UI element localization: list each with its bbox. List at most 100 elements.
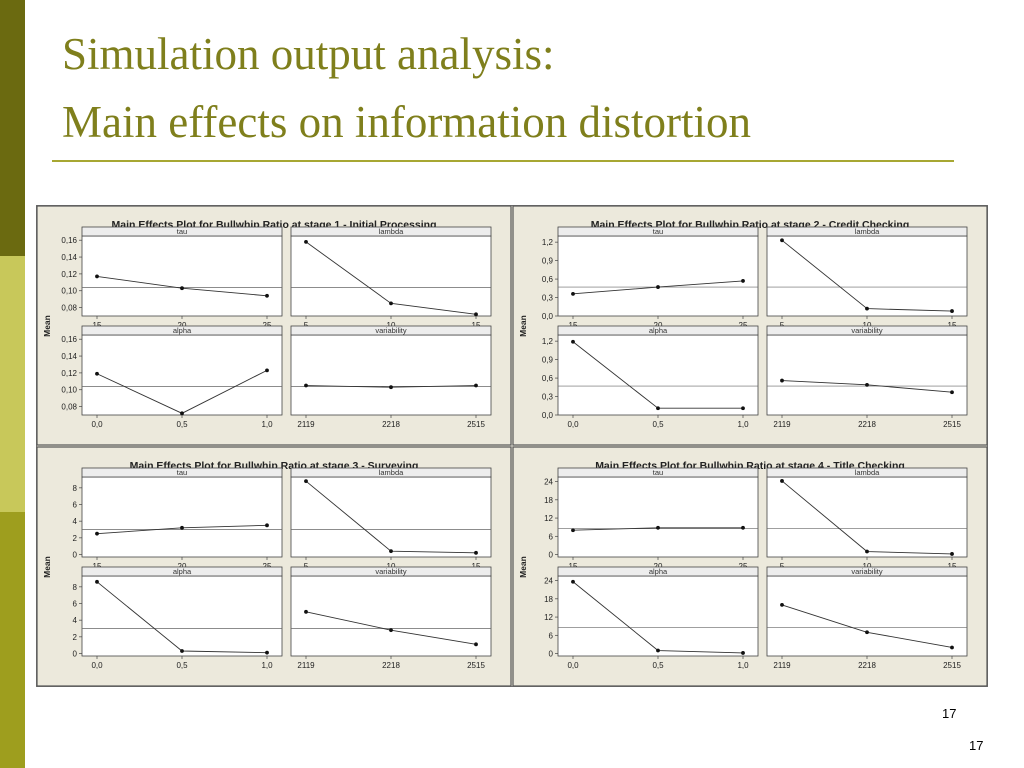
panel-label: tau [177,468,187,477]
x-tick-label: 2119 [773,661,791,670]
y-tick-label: 0 [73,551,78,560]
x-tick-label: 10 [863,321,872,330]
y-axis-label: Mean [42,556,52,578]
data-point [656,648,660,653]
data-point [95,371,99,376]
y-tick-label: 0,12 [61,270,77,279]
chart-4: Main Effects Plot for Bullwhip Ratio at … [512,446,988,687]
panel-lambda: lambda 5 10 15 [766,467,968,571]
x-tick-label: 1,0 [737,661,749,670]
y-tick-label: 6 [73,501,78,510]
x-tick-label: 2119 [773,420,791,429]
panel-label: variability [851,326,883,335]
x-tick-label: 1,0 [261,661,273,670]
panel-lambda: lambda 5 10 15 [290,226,492,330]
panel-strip [766,467,968,478]
slide-title-line-2: Main effects on information distortion [62,97,752,147]
y-tick-label: 0,16 [61,236,77,245]
panel-label: variability [375,567,407,576]
panel-lambda: lambda 5 10 15 [766,226,968,330]
y-tick-label: 0 [73,650,78,659]
y-tick-label: 0,14 [61,253,77,262]
x-tick-label: 5 [780,321,785,330]
y-tick-label: 0,0 [542,411,554,420]
data-point [180,286,184,291]
x-tick-label: 15 [472,562,481,571]
panel-label: alpha [649,567,668,576]
y-tick-label: 1,2 [542,337,554,346]
y-tick-label: 8 [73,484,78,493]
panel-strip [557,566,759,577]
page-number-outer: 17 [969,738,984,753]
chart-2: Main Effects Plot for Bullwhip Ratio at … [512,205,988,446]
panel-strip [290,325,492,336]
y-tick-label: 0,08 [61,403,77,412]
y-tick-label: 0,0 [542,312,554,321]
data-point [741,406,745,411]
x-tick-label: 5 [304,321,309,330]
data-point [474,642,478,647]
data-point [950,390,954,395]
panel-plot-area [81,476,283,558]
y-tick-label: 2 [73,633,78,642]
y-tick-label: 18 [544,595,553,604]
panel-label: lambda [855,468,880,477]
y-tick-label: 6 [549,631,554,640]
panel-plot-area [766,476,968,558]
side-band-light [0,256,25,512]
x-tick-label: 5 [304,562,309,571]
panel-plot-area [290,476,492,558]
x-tick-label: 25 [739,562,748,571]
data-point [741,651,745,655]
panel-plot-area [81,575,283,657]
data-point [950,552,954,556]
y-tick-label: 0,10 [61,287,77,296]
panel-alpha: alpha 0,0 0,5 1,0 0 6 12 18 24 [544,566,759,670]
x-tick-label: 0,5 [652,420,664,429]
y-tick-label: 24 [544,577,553,586]
panel-plot-area [766,235,968,317]
data-point [474,383,478,388]
data-point [304,383,308,388]
data-point [741,525,745,530]
panel-strip [766,226,968,237]
data-point [304,609,308,614]
panel-label: alpha [649,326,668,335]
data-point [180,649,184,653]
y-tick-label: 0 [549,650,554,659]
y-tick-label: 4 [73,616,78,625]
panel-label: lambda [379,468,404,477]
x-tick-label: 15 [93,321,102,330]
data-point [474,550,478,555]
x-tick-label: 2119 [297,420,315,429]
panel-plot-area [81,334,283,416]
x-tick-label: 2515 [467,420,485,429]
panel-label: lambda [855,227,880,236]
panel-strip [290,566,492,577]
data-point [656,406,660,411]
x-tick-label: 1,0 [261,420,273,429]
panel-alpha: alpha 0,0 0,5 1,0 0,0 0,3 0,6 0,9 1,2 [542,325,759,429]
panel-plot-area [81,235,283,317]
data-point [265,650,269,655]
x-tick-label: 10 [863,562,872,571]
page-number-inner: 17 [942,706,957,721]
x-tick-label: 2218 [858,420,876,429]
y-tick-label: 24 [544,478,553,487]
x-tick-label: 15 [569,321,578,330]
data-point [571,291,575,296]
x-tick-label: 2218 [382,661,400,670]
data-point [865,630,869,635]
data-point [950,309,954,313]
x-tick-label: 20 [178,321,187,330]
panel-tau: tau 15 20 25 0 2 4 6 8 [73,467,283,571]
y-tick-label: 0,9 [542,257,554,266]
data-point [865,382,869,387]
panel-variability: variability 2119 2218 2515 [290,566,492,670]
data-point [780,602,784,607]
data-point [180,525,184,530]
data-point [950,645,954,650]
x-tick-label: 0,0 [567,661,579,670]
data-point [571,339,575,344]
data-point [265,523,269,528]
